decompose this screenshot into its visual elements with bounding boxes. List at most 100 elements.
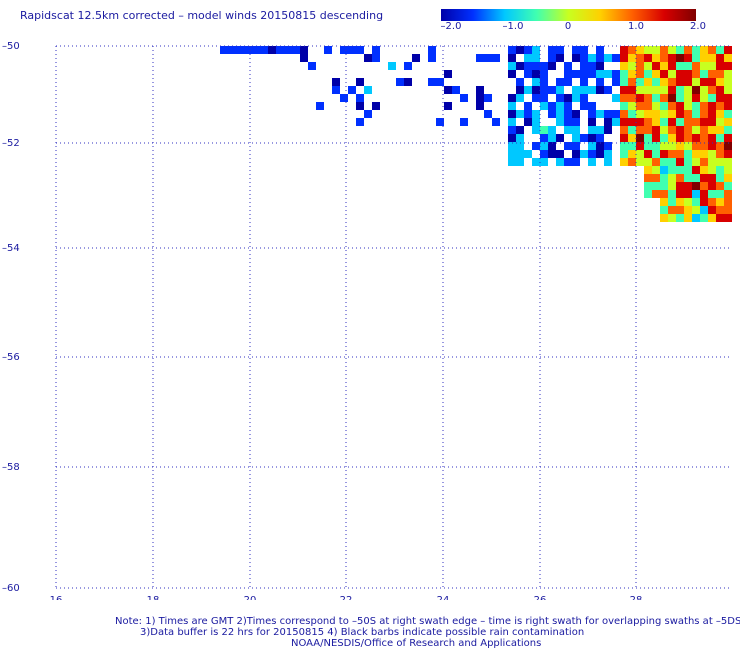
data-cell	[524, 150, 532, 158]
data-cell	[708, 174, 716, 182]
data-cell	[724, 78, 732, 86]
data-cell	[676, 198, 684, 206]
data-cell	[692, 214, 700, 222]
data-cell	[716, 118, 724, 126]
data-cell	[652, 62, 660, 70]
footer-note-line2: 3)Data buffer is 22 hrs for 20150815 4) …	[140, 627, 585, 638]
data-cell	[524, 86, 532, 94]
data-cell	[516, 134, 524, 142]
data-cell	[676, 214, 684, 222]
data-cell	[556, 94, 564, 102]
data-cell	[572, 94, 580, 102]
data-cell	[652, 126, 660, 134]
data-cell	[652, 158, 660, 166]
data-cell	[596, 46, 604, 54]
data-cell	[684, 102, 692, 110]
data-cell	[556, 134, 564, 142]
y-tick-label: –54	[2, 243, 20, 254]
data-cell	[628, 150, 636, 158]
data-cell	[700, 206, 708, 214]
data-cell	[492, 118, 500, 126]
data-cell	[276, 46, 284, 54]
data-cell	[636, 150, 644, 158]
data-cell	[540, 126, 548, 134]
data-cell	[700, 158, 708, 166]
data-cell	[444, 70, 452, 78]
data-cell	[700, 198, 708, 206]
data-cell	[588, 62, 596, 70]
data-cell	[588, 110, 596, 118]
x-tick-label: 20	[244, 595, 257, 600]
data-cell	[692, 190, 700, 198]
data-cell	[708, 62, 716, 70]
data-cell	[516, 94, 524, 102]
data-cell	[620, 94, 628, 102]
data-cell	[644, 174, 652, 182]
data-cell	[708, 142, 716, 150]
data-cell	[692, 54, 700, 62]
colorbar-label-min: –2.0	[440, 21, 462, 32]
data-cell	[460, 118, 468, 126]
data-cell	[684, 206, 692, 214]
wind-difference-map: 16 18 20 22 24 26 28 –50 –52 –54 –56 –58 –60	[2, 41, 732, 600]
data-cell	[540, 86, 548, 94]
data-cell	[660, 118, 668, 126]
data-cell	[652, 166, 660, 174]
data-cell	[412, 54, 420, 62]
data-cell	[708, 94, 716, 102]
data-cell	[556, 54, 564, 62]
data-cell	[716, 142, 724, 150]
data-cell	[668, 150, 676, 158]
data-cell	[724, 134, 732, 142]
data-cell	[684, 86, 692, 94]
y-tick-label: –52	[2, 138, 20, 149]
data-cell	[404, 78, 412, 86]
data-cell	[668, 94, 676, 102]
data-cell	[668, 86, 676, 94]
data-cell	[364, 54, 372, 62]
data-cell	[476, 86, 484, 94]
data-cell	[508, 110, 516, 118]
data-cell	[676, 46, 684, 54]
data-cell	[564, 102, 572, 110]
data-cell	[348, 86, 356, 94]
data-cell	[532, 118, 540, 126]
data-cell	[620, 78, 628, 86]
data-cell	[564, 142, 572, 150]
data-cell	[484, 54, 492, 62]
data-cell	[532, 142, 540, 150]
data-cell	[716, 110, 724, 118]
data-cell	[596, 54, 604, 62]
data-cell	[716, 134, 724, 142]
data-cell	[548, 142, 556, 150]
data-cell	[724, 206, 732, 214]
data-cell	[596, 126, 604, 134]
data-cell	[692, 150, 700, 158]
data-cell	[532, 70, 540, 78]
x-tick-label: 22	[340, 595, 353, 600]
data-cell	[684, 150, 692, 158]
data-cell	[580, 46, 588, 54]
data-cell	[564, 158, 572, 166]
data-cell	[668, 182, 676, 190]
data-cell	[724, 158, 732, 166]
data-cell	[612, 118, 620, 126]
data-cell	[724, 150, 732, 158]
data-cell	[660, 198, 668, 206]
data-cell	[620, 70, 628, 78]
data-cell	[700, 54, 708, 62]
data-cell	[620, 150, 628, 158]
data-cell	[508, 134, 516, 142]
data-cell	[716, 70, 724, 78]
data-cell	[612, 70, 620, 78]
data-cell	[668, 46, 676, 54]
data-cell	[324, 46, 332, 54]
data-cell	[532, 86, 540, 94]
data-cell	[524, 118, 532, 126]
data-cell	[604, 118, 612, 126]
data-cell	[348, 46, 356, 54]
data-cell	[604, 70, 612, 78]
data-cell	[644, 126, 652, 134]
data-cell	[724, 86, 732, 94]
data-cell	[364, 110, 372, 118]
